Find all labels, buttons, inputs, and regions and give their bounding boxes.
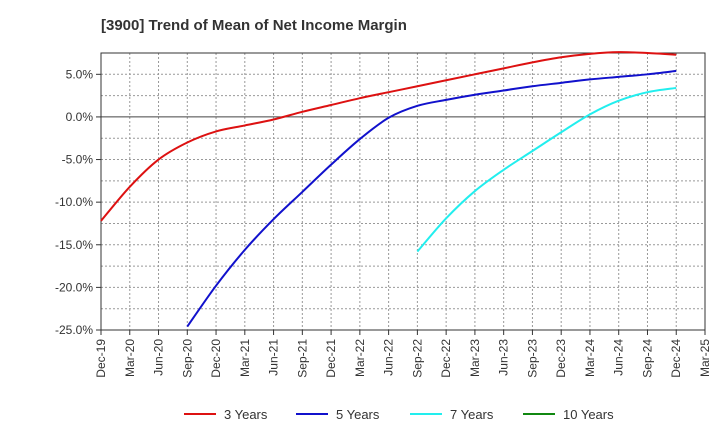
plot-border — [100, 52, 706, 331]
y-axis-ticks: 5.0% 0.0% -5.0% -10.0% -15.0% -20.0% -25.0% — [55, 67, 101, 337]
x-tick-label: Sep-23 — [525, 339, 539, 378]
legend: 3 Years 5 Years 7 Years 10 Years — [184, 407, 614, 422]
x-tick-label: Mar-22 — [353, 339, 367, 377]
legend-label-7-years: 7 Years — [450, 407, 494, 422]
x-tick-label: Mar-25 — [698, 339, 712, 377]
y-tick-label: 5.0% — [66, 67, 94, 81]
x-tick-label: Sep-21 — [295, 339, 309, 378]
x-tick-label: Mar-24 — [583, 339, 597, 377]
chart-title: [3900] Trend of Mean of Net Income Margi… — [101, 17, 407, 34]
legend-label-3-years: 3 Years — [224, 407, 268, 422]
grid-lines — [101, 53, 705, 330]
x-tick-label: Jun-23 — [497, 339, 511, 376]
x-tick-label: Dec-19 — [94, 339, 108, 378]
x-tick-label: Dec-24 — [669, 339, 683, 378]
x-tick-label: Jun-24 — [612, 339, 626, 376]
y-tick-label: -10.0% — [55, 195, 93, 209]
plot-area — [101, 53, 705, 330]
x-tick-label: Dec-23 — [554, 339, 568, 378]
y-tick-label: -20.0% — [55, 280, 93, 294]
series-lines — [100, 51, 677, 328]
series-line-7-years — [416, 86, 677, 253]
x-tick-label: Sep-24 — [640, 339, 654, 378]
series-line-3-years — [100, 51, 677, 222]
x-tick-label: Jun-22 — [382, 339, 396, 376]
x-tick-label: Mar-23 — [468, 339, 482, 377]
x-tick-label: Dec-20 — [209, 339, 223, 378]
legend-label-5-years: 5 Years — [336, 407, 380, 422]
axes — [100, 52, 706, 331]
plot-background — [101, 53, 705, 330]
x-tick-label: Sep-22 — [410, 339, 424, 378]
x-tick-label: Dec-22 — [439, 339, 453, 378]
y-tick-label: 0.0% — [66, 110, 94, 124]
legend-label-10-years: 10 Years — [563, 407, 614, 422]
y-tick-label: -25.0% — [55, 323, 93, 337]
x-tick-label: Mar-21 — [238, 339, 252, 377]
x-tick-label: Dec-21 — [324, 339, 338, 378]
y-tick-label: -5.0% — [62, 153, 94, 167]
x-axis-ticks: Dec-19 Mar-20 Jun-20 Sep-20 Dec-20 Mar-21 Jun-… — [94, 330, 712, 378]
x-tick-label: Jun-21 — [267, 339, 281, 376]
x-tick-label: Sep-20 — [180, 339, 194, 378]
x-tick-label: Mar-20 — [123, 339, 137, 377]
series-line-5-years — [186, 69, 677, 328]
x-tick-label: Jun-20 — [152, 339, 166, 376]
y-tick-label: -15.0% — [55, 238, 93, 252]
